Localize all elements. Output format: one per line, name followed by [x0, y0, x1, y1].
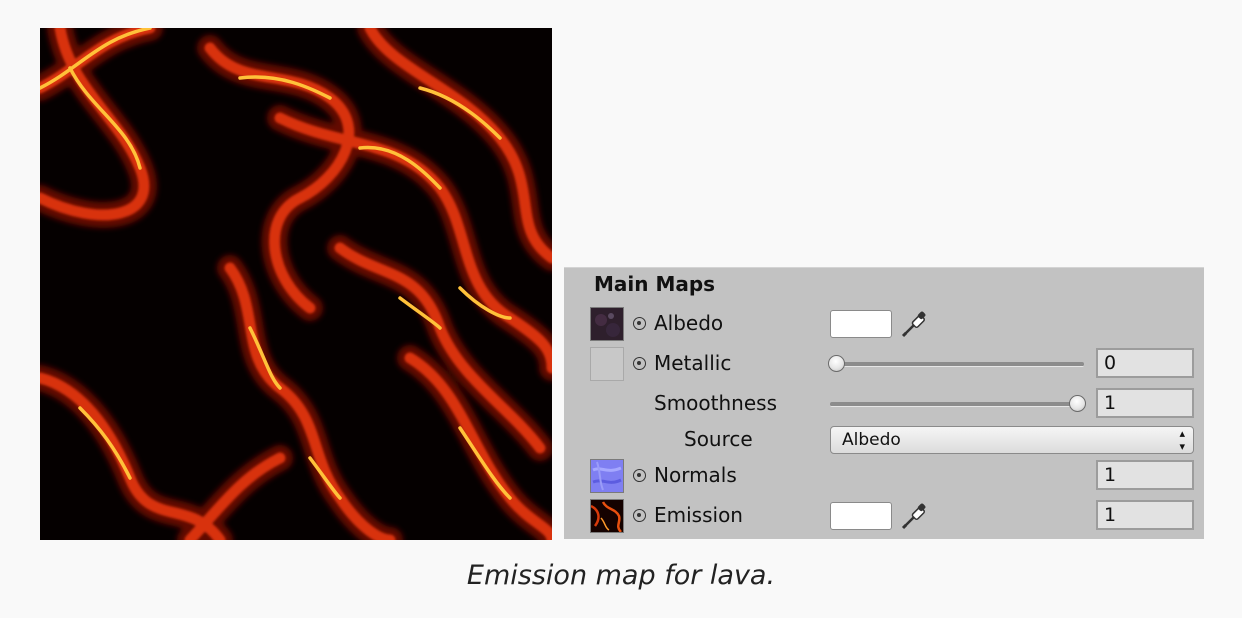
emission-texture-thumbnail[interactable]: [590, 499, 624, 533]
smoothness-slider[interactable]: [830, 395, 1086, 412]
normals-label: Normals: [654, 463, 737, 487]
metallic-row: Metallic 0: [564, 347, 1204, 383]
texture-picker-icon[interactable]: [633, 357, 646, 370]
albedo-label: Albedo: [654, 311, 724, 335]
emission-value-field[interactable]: 1: [1096, 500, 1194, 530]
texture-picker-icon[interactable]: [633, 469, 646, 482]
source-row: Source Albedo ▴ ▾: [564, 425, 1204, 461]
albedo-row: Albedo: [564, 307, 1204, 343]
eyedropper-icon[interactable]: [898, 501, 930, 533]
smoothness-label: Smoothness: [654, 391, 777, 415]
metallic-texture-slot[interactable]: [590, 347, 624, 381]
metallic-slider[interactable]: [828, 355, 1084, 372]
emission-row: Emission 1: [564, 499, 1204, 535]
normals-row: Normals 1: [564, 459, 1204, 495]
eyedropper-icon[interactable]: [898, 309, 930, 341]
smoothness-slider-handle[interactable]: [1069, 395, 1086, 412]
texture-picker-icon[interactable]: [633, 509, 646, 522]
smoothness-row: Smoothness 1: [564, 387, 1204, 423]
albedo-texture-thumbnail[interactable]: [590, 307, 624, 341]
normals-value-field[interactable]: 1: [1096, 460, 1194, 490]
metallic-value-field[interactable]: 0: [1096, 348, 1194, 378]
lava-texture-icon: [40, 28, 552, 540]
smoothness-value-field[interactable]: 1: [1096, 388, 1194, 418]
texture-picker-icon[interactable]: [633, 317, 646, 330]
dropdown-arrows-icon: ▴ ▾: [1179, 427, 1185, 453]
lava-emission-texture: [40, 28, 552, 540]
material-inspector-panel: Main Maps Albedo Metallic: [564, 267, 1204, 539]
albedo-color-swatch[interactable]: [830, 310, 892, 338]
section-title: Main Maps: [594, 272, 716, 296]
source-selected-value: Albedo: [842, 430, 901, 450]
normal-map-thumbnail[interactable]: [590, 459, 624, 493]
metallic-slider-handle[interactable]: [828, 355, 845, 372]
emission-label: Emission: [654, 503, 743, 527]
figure-caption: Emission map for lava.: [466, 560, 776, 591]
emission-color-swatch[interactable]: [830, 502, 892, 530]
source-dropdown[interactable]: Albedo ▴ ▾: [830, 426, 1194, 454]
metallic-label: Metallic: [654, 351, 732, 375]
source-label: Source: [684, 427, 753, 451]
